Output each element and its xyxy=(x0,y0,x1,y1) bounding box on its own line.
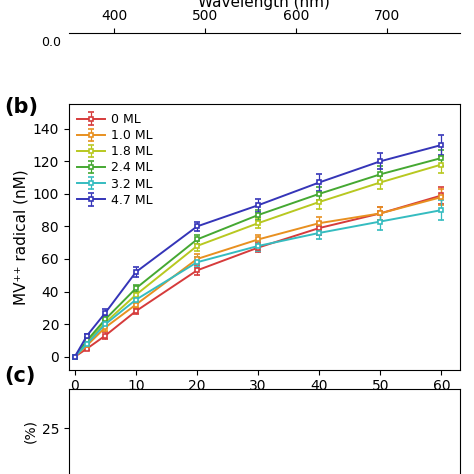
X-axis label: Illumination time (s): Illumination time (s) xyxy=(187,398,341,412)
Y-axis label: (%): (%) xyxy=(23,419,37,443)
Text: 0.0: 0.0 xyxy=(41,36,61,49)
Text: (b): (b) xyxy=(5,97,39,117)
Legend: 0 ML, 1.0 ML, 1.8 ML, 2.4 ML, 3.2 ML, 4.7 ML: 0 ML, 1.0 ML, 1.8 ML, 2.4 ML, 3.2 ML, 4.… xyxy=(73,108,158,212)
Y-axis label: MV⁺⁺ radical (nM): MV⁺⁺ radical (nM) xyxy=(13,169,28,305)
X-axis label: Wavelength (nm): Wavelength (nm) xyxy=(198,0,330,9)
Text: (c): (c) xyxy=(5,366,36,386)
